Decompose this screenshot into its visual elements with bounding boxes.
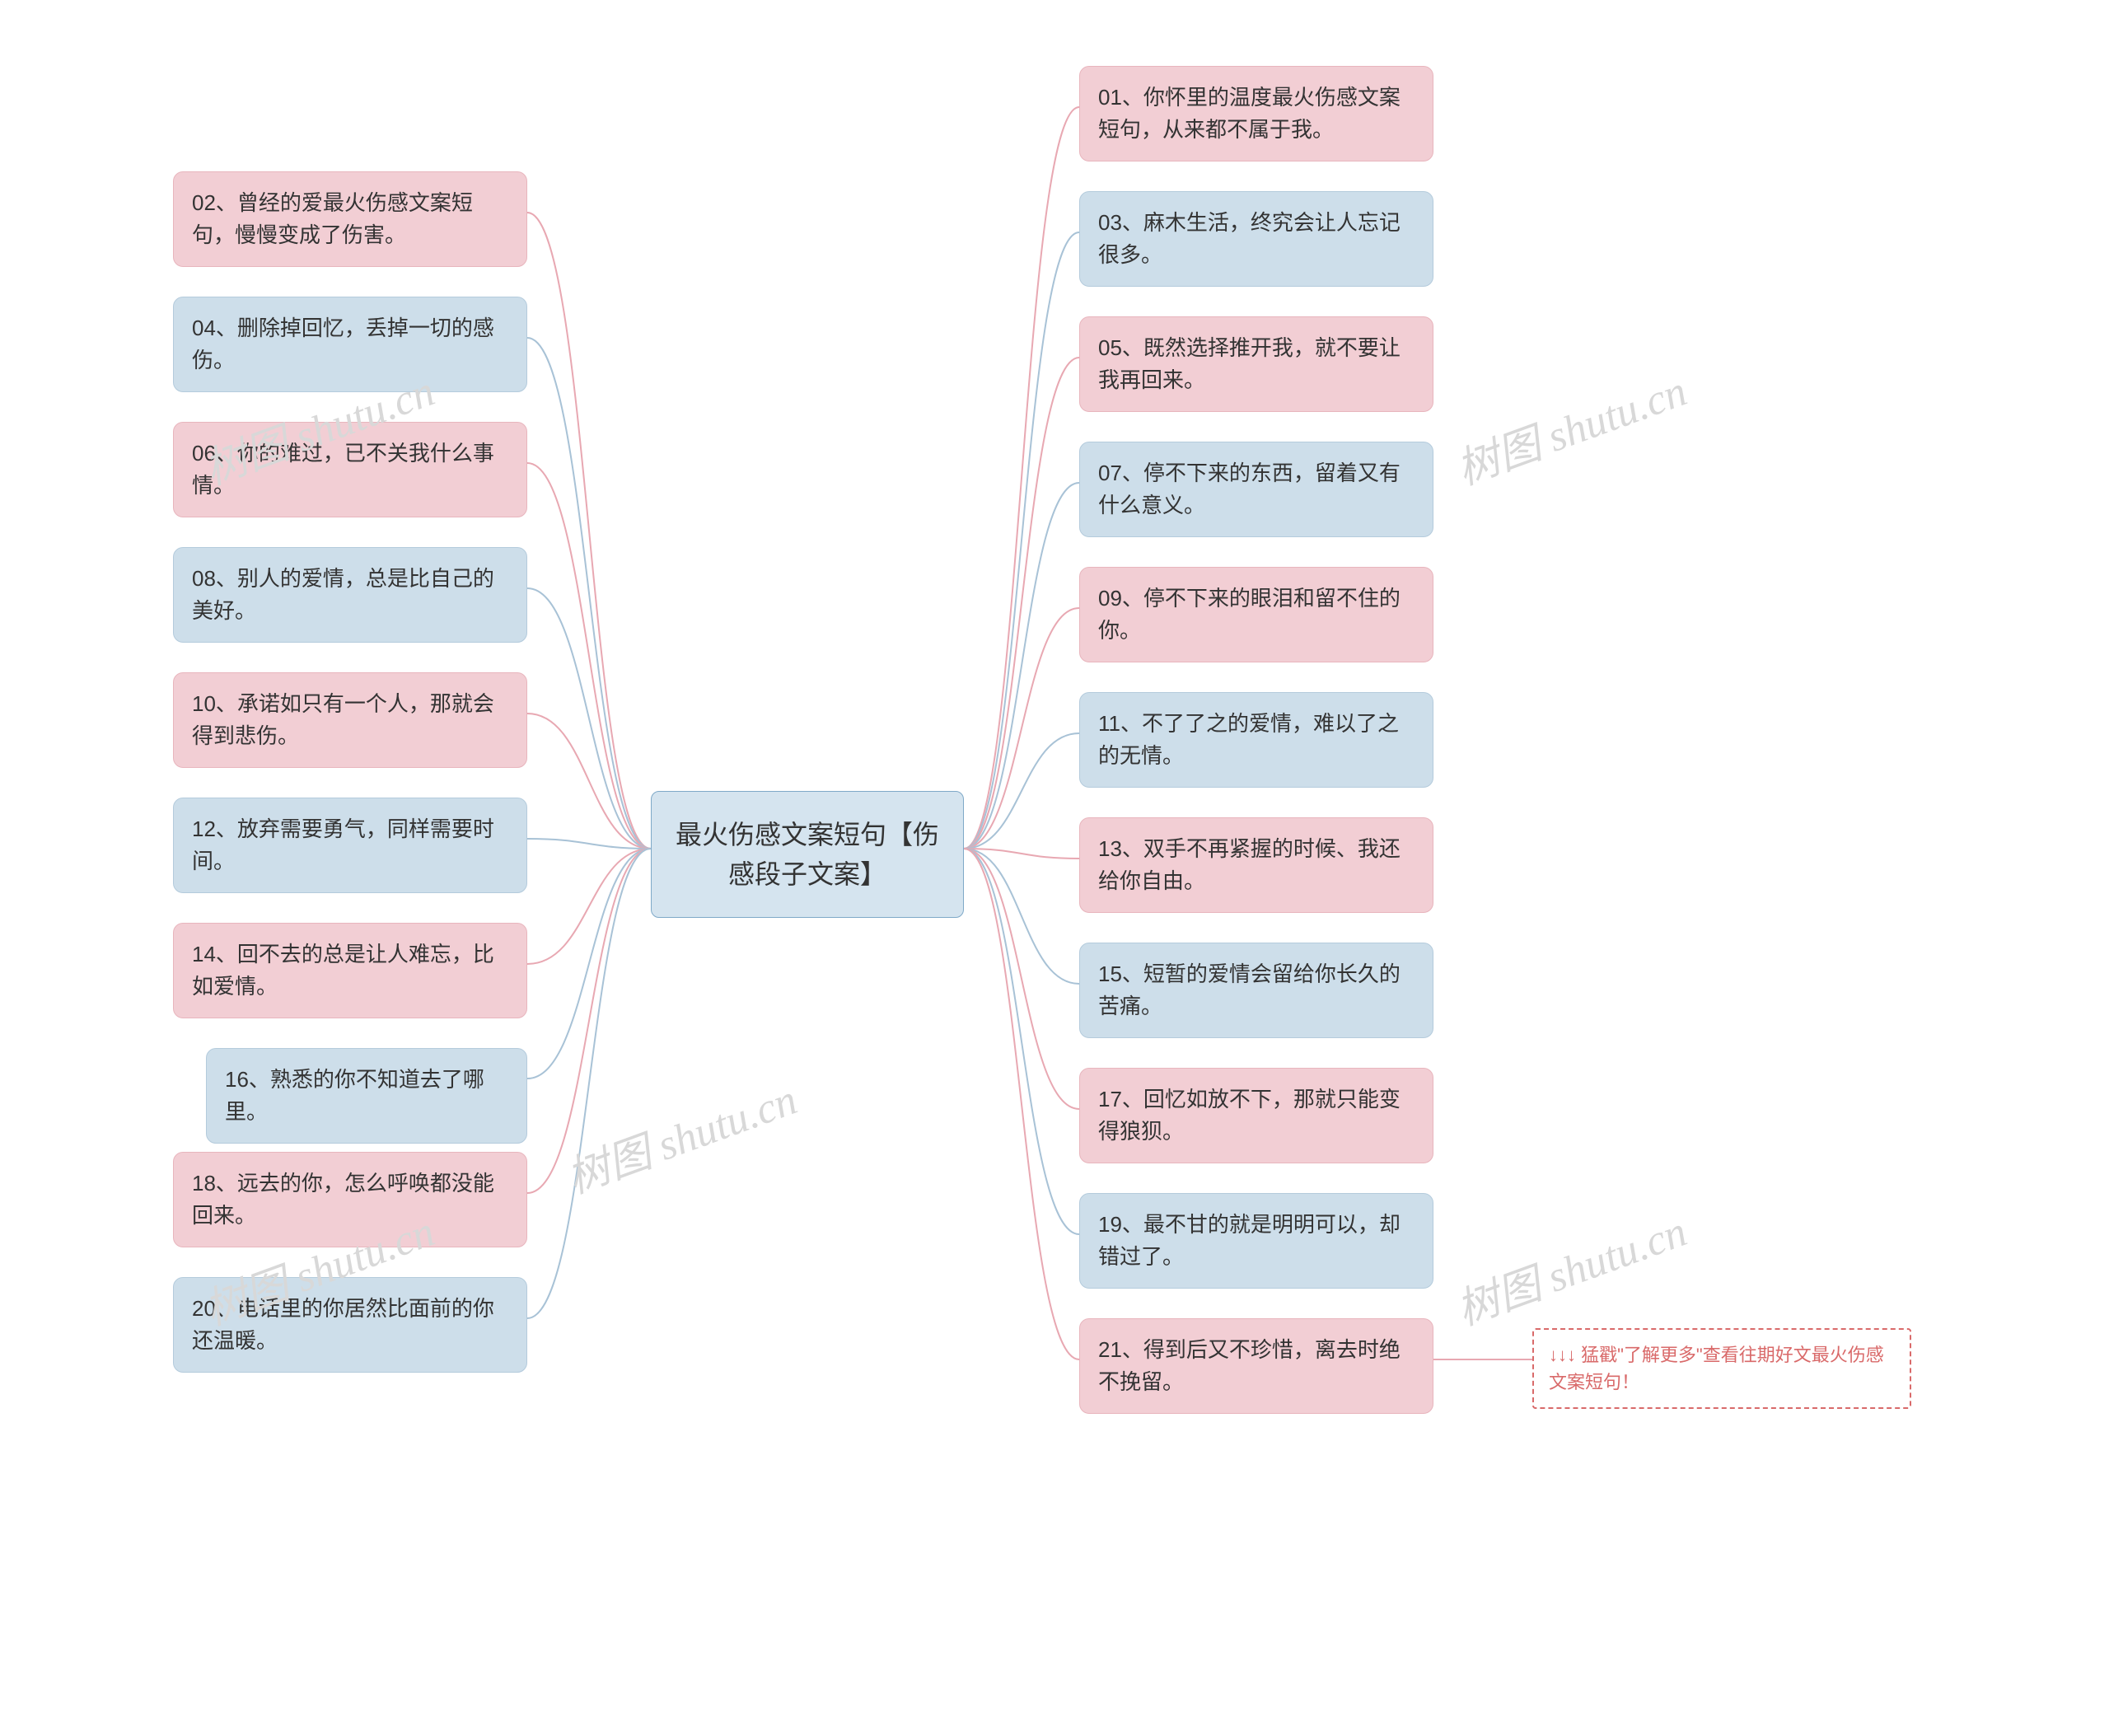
node-text: 13、双手不再紧握的时候、我还给你自由。 [1098,836,1401,893]
mindmap-node[interactable]: 09、停不下来的眼泪和留不住的你。 [1079,567,1433,662]
mindmap-node[interactable]: 05、既然选择推开我，就不要让我再回来。 [1079,316,1433,412]
node-text: 05、既然选择推开我，就不要让我再回来。 [1098,335,1401,392]
node-text: 15、短暂的爱情会留给你长久的苦痛。 [1098,962,1401,1018]
mindmap-node[interactable]: 06、你的难过，已不关我什么事情。 [173,422,527,517]
node-text: 10、承诺如只有一个人，那就会得到悲伤。 [192,691,494,748]
node-text: 06、你的难过，已不关我什么事情。 [192,441,494,498]
watermark: 树图 shutu.cn [1447,1196,1694,1336]
node-text: 09、停不下来的眼泪和留不住的你。 [1098,586,1401,643]
tip-text: ↓↓↓ 猛戳"了解更多"查看往期好文最火伤感文案短句！ [1549,1345,1884,1392]
node-text: 16、熟悉的你不知道去了哪里。 [225,1067,484,1124]
node-text: 17、回忆如放不下，那就只能变得狼狈。 [1098,1087,1401,1144]
node-text: 01、你怀里的温度最火伤感文案短句，从来都不属于我。 [1098,85,1401,142]
node-text: 12、放弃需要勇气，同样需要时间。 [192,817,494,873]
mindmap-node[interactable]: 04、删除掉回忆，丢掉一切的感伤。 [173,297,527,392]
node-text: 04、删除掉回忆，丢掉一切的感伤。 [192,316,494,372]
mindmap-node[interactable]: 12、放弃需要勇气，同样需要时间。 [173,798,527,893]
node-text: 19、最不甘的就是明明可以，却错过了。 [1098,1212,1401,1269]
mindmap-node[interactable]: 14、回不去的总是让人难忘，比如爱情。 [173,923,527,1018]
mindmap-node[interactable]: 01、你怀里的温度最火伤感文案短句，从来都不属于我。 [1079,66,1433,161]
mindmap-node[interactable]: 21、得到后又不珍惜，离去时绝不挽留。 [1079,1318,1433,1414]
center-node[interactable]: 最火伤感文案短句【伤感段子文案】 [651,791,964,918]
node-text: 03、麻木生活，终究会让人忘记很多。 [1098,210,1401,267]
mindmap-node[interactable]: 02、曾经的爱最火伤感文案短句，慢慢变成了伤害。 [173,171,527,267]
mindmap-node[interactable]: 16、熟悉的你不知道去了哪里。 [206,1048,527,1144]
node-text: 07、停不下来的东西，留着又有什么意义。 [1098,461,1401,517]
node-text: 08、别人的爱情，总是比自己的美好。 [192,566,494,623]
mindmap-node[interactable]: 11、不了了之的爱情，难以了之的无情。 [1079,692,1433,788]
mindmap-node[interactable]: 10、承诺如只有一个人，那就会得到悲伤。 [173,672,527,768]
mindmap-node[interactable]: 17、回忆如放不下，那就只能变得狼狈。 [1079,1068,1433,1163]
tip-node[interactable]: ↓↓↓ 猛戳"了解更多"查看往期好文最火伤感文案短句！ [1532,1328,1911,1409]
node-text: 02、曾经的爱最火伤感文案短句，慢慢变成了伤害。 [192,190,473,247]
node-text: 14、回不去的总是让人难忘，比如爱情。 [192,942,494,999]
mindmap-node[interactable]: 13、双手不再紧握的时候、我还给你自由。 [1079,817,1433,913]
node-text: 18、远去的你，怎么呼唤都没能回来。 [192,1171,494,1228]
mindmap-node[interactable]: 19、最不甘的就是明明可以，却错过了。 [1079,1193,1433,1289]
node-text: 11、不了了之的爱情，难以了之的无情。 [1098,711,1399,768]
mindmap-node[interactable]: 20、电话里的你居然比面前的你还温暖。 [173,1277,527,1373]
node-text: 20、电话里的你居然比面前的你还温暖。 [192,1296,494,1353]
mindmap-node[interactable]: 08、别人的爱情，总是比自己的美好。 [173,547,527,643]
watermark: 树图 shutu.cn [557,1065,804,1205]
mindmap-node[interactable]: 03、麻木生活，终究会让人忘记很多。 [1079,191,1433,287]
mindmap-node[interactable]: 07、停不下来的东西，留着又有什么意义。 [1079,442,1433,537]
mindmap-node[interactable]: 15、短暂的爱情会留给你长久的苦痛。 [1079,943,1433,1038]
mindmap-canvas: 最火伤感文案短句【伤感段子文案】 02、曾经的爱最火伤感文案短句，慢慢变成了伤害。… [0,0,2109,1736]
node-text: 最火伤感文案短句【伤感段子文案】 [676,820,939,889]
watermark: 树图 shutu.cn [1447,356,1694,496]
mindmap-node[interactable]: 18、远去的你，怎么呼唤都没能回来。 [173,1152,527,1247]
node-text: 21、得到后又不珍惜，离去时绝不挽留。 [1098,1337,1401,1394]
